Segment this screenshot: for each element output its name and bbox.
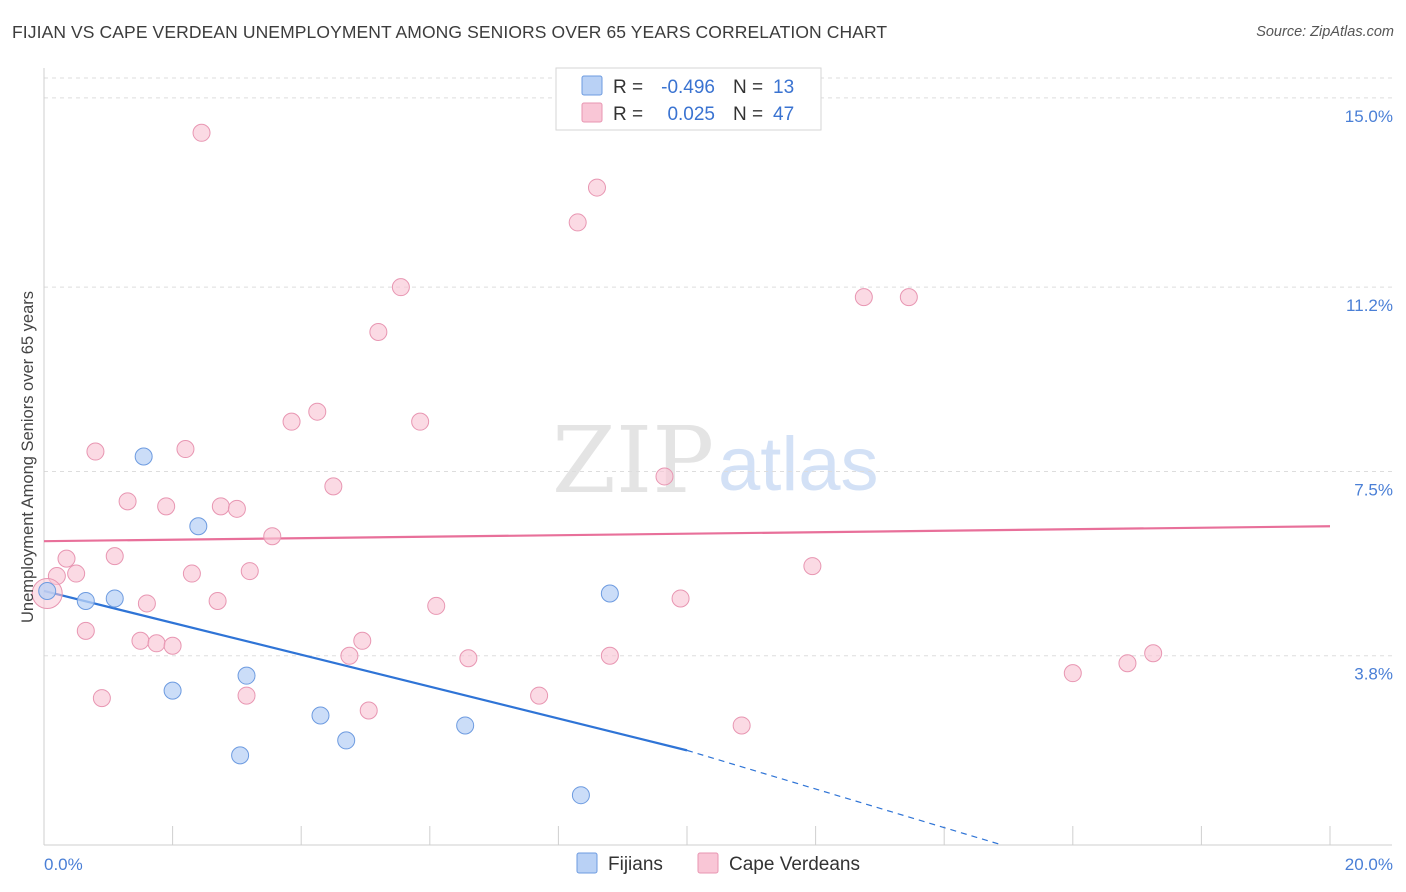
trend-line-fijians-extension bbox=[686, 749, 1003, 846]
bottom-legend-fijians: Fijians bbox=[608, 854, 663, 875]
point-cape-verdeans bbox=[211, 497, 230, 516]
point-fijians bbox=[456, 716, 475, 735]
point-fijians bbox=[76, 591, 95, 610]
legend-swatch-cape-verdeans bbox=[581, 102, 603, 123]
point-cape-verdeans bbox=[369, 323, 388, 342]
point-fijians bbox=[571, 786, 590, 805]
point-fijians bbox=[337, 731, 356, 750]
chart-source: Source: ZipAtlas.com bbox=[1256, 24, 1394, 40]
point-cape-verdeans bbox=[803, 557, 822, 576]
legend-r-label-2: R = bbox=[613, 104, 643, 125]
legend-r-value-1: -0.496 bbox=[661, 77, 715, 98]
legend-n-label-2: N = bbox=[733, 104, 763, 125]
point-cape-verdeans bbox=[600, 646, 619, 665]
point-cape-verdeans bbox=[192, 123, 211, 142]
grid-layer: 3.8% 7.5% 11.2% 15.0% bbox=[44, 77, 1393, 684]
y-tick-label: 7.5% bbox=[1354, 480, 1393, 499]
point-cape-verdeans bbox=[208, 591, 227, 610]
point-fijians bbox=[38, 581, 57, 600]
point-cape-verdeans bbox=[131, 631, 150, 650]
point-cape-verdeans bbox=[282, 412, 301, 431]
point-fijians bbox=[600, 584, 619, 603]
point-cape-verdeans bbox=[147, 634, 166, 653]
point-cape-verdeans bbox=[1118, 654, 1137, 673]
correlation-legend: R = -0.496 N = 13 R = 0.025 N = 47 bbox=[555, 67, 822, 131]
point-fijians bbox=[311, 706, 330, 725]
legend-swatch-fijians bbox=[581, 75, 603, 96]
point-cape-verdeans bbox=[263, 527, 282, 546]
point-cape-verdeans bbox=[67, 564, 86, 583]
point-cape-verdeans bbox=[118, 492, 137, 511]
trend-layer bbox=[43, 525, 1331, 846]
y-axis-label: Unemployment Among Seniors over 65 years bbox=[19, 291, 37, 623]
point-fijians bbox=[231, 746, 250, 765]
point-cape-verdeans bbox=[411, 412, 430, 431]
point-cape-verdeans bbox=[587, 178, 606, 197]
point-cape-verdeans bbox=[163, 636, 182, 655]
y-tick-label: 11.2% bbox=[1346, 296, 1393, 315]
point-cape-verdeans bbox=[308, 402, 327, 421]
trend-line-cape-verdeans bbox=[43, 525, 1331, 543]
point-cape-verdeans bbox=[459, 649, 478, 668]
trend-line-fijians bbox=[43, 589, 688, 752]
point-fijians bbox=[105, 589, 124, 608]
point-cape-verdeans bbox=[732, 716, 751, 735]
legend-n-value-1: 13 bbox=[773, 77, 794, 98]
bottom-legend-swatch-cape-verdeans bbox=[697, 852, 719, 874]
watermark-atlas: atlas bbox=[718, 422, 879, 507]
point-fijians bbox=[134, 447, 153, 466]
point-fijians bbox=[237, 666, 256, 685]
legend-n-value-2: 47 bbox=[773, 104, 794, 125]
point-cape-verdeans bbox=[157, 497, 176, 516]
point-cape-verdeans bbox=[1063, 664, 1082, 683]
watermark-zip: ZIP bbox=[552, 407, 714, 514]
point-cape-verdeans bbox=[671, 589, 690, 608]
bottom-legend-swatch-fijians bbox=[576, 852, 598, 874]
series-legend: Fijians Cape Verdeans bbox=[576, 852, 860, 875]
axis-layer bbox=[43, 68, 1392, 846]
point-cape-verdeans bbox=[530, 686, 549, 705]
point-cape-verdeans bbox=[899, 288, 918, 307]
point-cape-verdeans bbox=[353, 631, 372, 650]
point-cape-verdeans bbox=[427, 596, 446, 615]
point-cape-verdeans bbox=[105, 547, 124, 566]
point-cape-verdeans bbox=[391, 278, 410, 297]
point-cape-verdeans bbox=[854, 288, 873, 307]
point-cape-verdeans bbox=[324, 477, 343, 496]
point-cape-verdeans bbox=[57, 549, 76, 568]
legend-r-value-2: 0.025 bbox=[667, 104, 715, 125]
point-cape-verdeans bbox=[240, 562, 259, 581]
point-cape-verdeans bbox=[1144, 644, 1163, 663]
bottom-legend-cape-verdeans: Cape Verdeans bbox=[729, 854, 860, 875]
point-cape-verdeans bbox=[76, 621, 95, 640]
point-cape-verdeans bbox=[340, 646, 359, 665]
y-tick-label: 3.8% bbox=[1354, 665, 1393, 684]
legend-n-label-1: N = bbox=[733, 77, 763, 98]
point-cape-verdeans bbox=[92, 689, 111, 708]
point-fijians bbox=[189, 517, 208, 536]
point-cape-verdeans bbox=[137, 594, 156, 613]
x-tick-label-max: 20.0% bbox=[1345, 855, 1393, 874]
point-cape-verdeans bbox=[237, 686, 256, 705]
point-cape-verdeans bbox=[182, 564, 201, 583]
point-fijians bbox=[163, 681, 182, 700]
point-cape-verdeans bbox=[568, 213, 587, 232]
point-layer bbox=[31, 123, 1163, 805]
point-cape-verdeans bbox=[176, 440, 195, 459]
legend-r-label-1: R = bbox=[613, 77, 643, 98]
point-cape-verdeans bbox=[86, 442, 105, 461]
point-cape-verdeans bbox=[655, 467, 674, 486]
point-cape-verdeans bbox=[227, 499, 246, 518]
point-cape-verdeans bbox=[359, 701, 378, 720]
chart-title: FIJIAN VS CAPE VERDEAN UNEMPLOYMENT AMON… bbox=[12, 22, 888, 42]
x-tick-label-min: 0.0% bbox=[44, 855, 83, 874]
y-tick-label: 15.0% bbox=[1345, 107, 1393, 126]
